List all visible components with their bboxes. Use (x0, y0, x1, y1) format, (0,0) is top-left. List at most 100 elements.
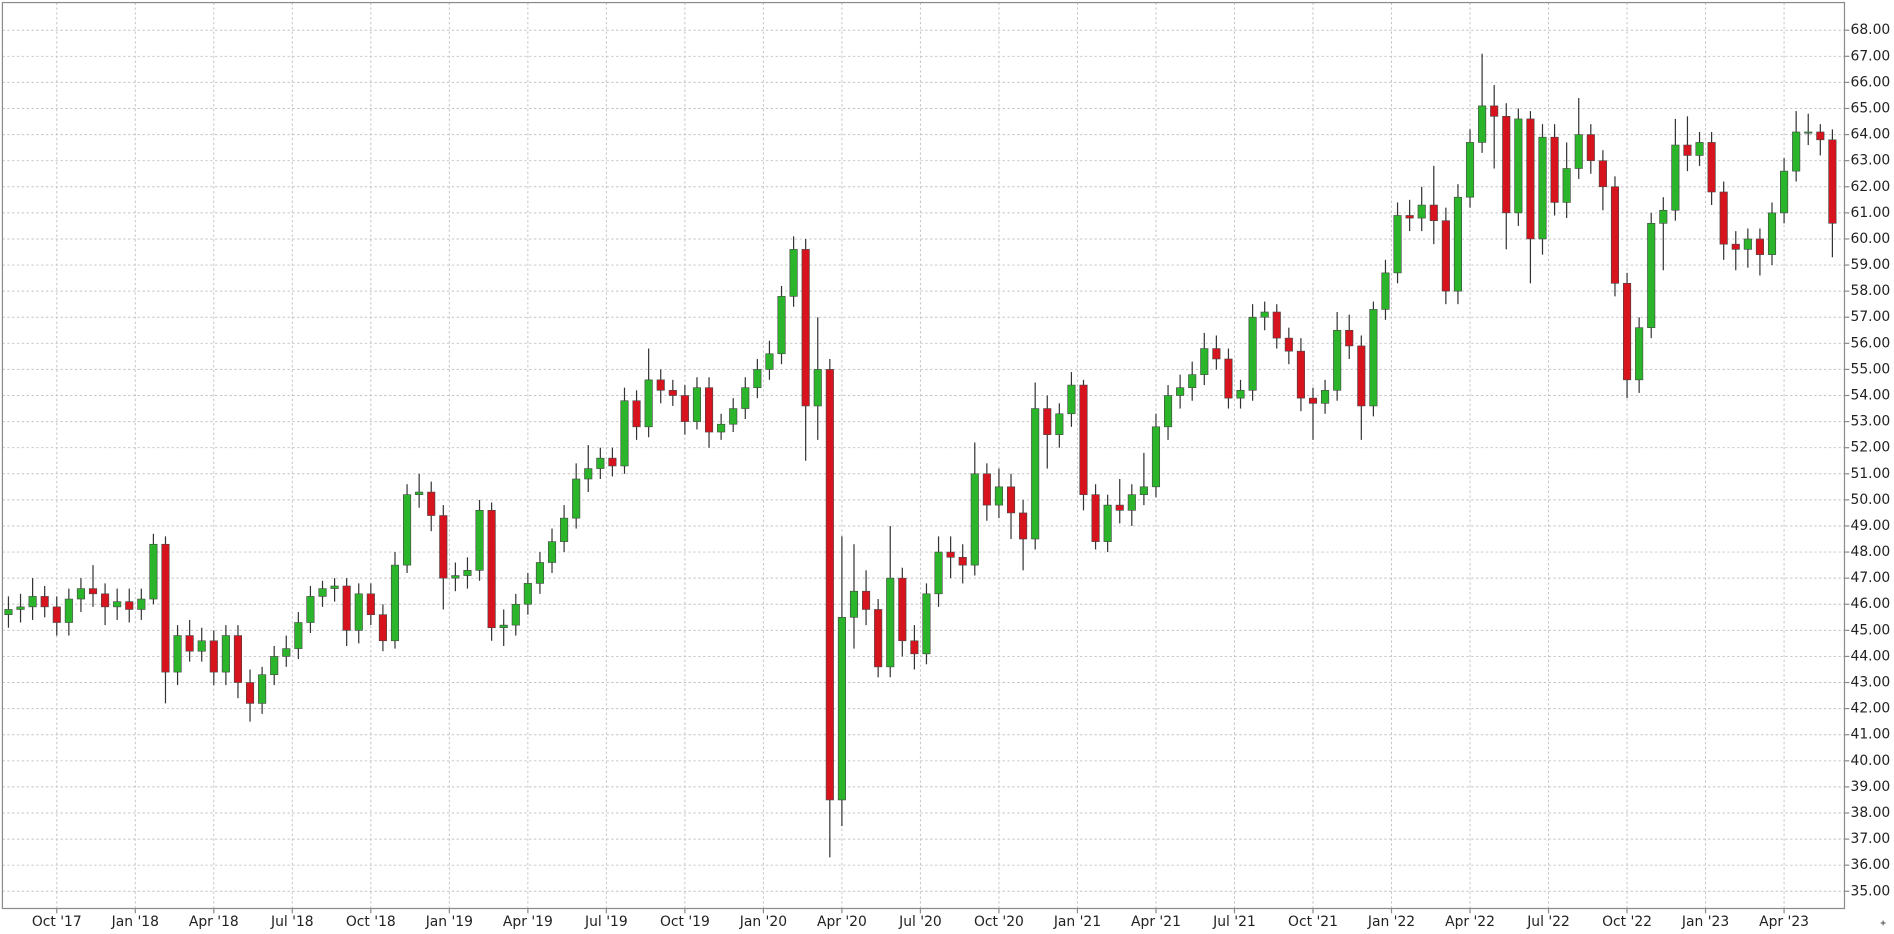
candle-body (1672, 145, 1679, 210)
candle-body (1515, 119, 1522, 213)
candle-body (1527, 119, 1534, 239)
y-tick-label: 50.00 (1851, 492, 1891, 508)
candle-body (1333, 330, 1340, 390)
candle-body (524, 583, 531, 604)
candle-body (295, 623, 302, 649)
candle-body (1792, 132, 1799, 171)
candle-body (1188, 375, 1195, 388)
candle-body (1744, 239, 1751, 249)
x-tick-label: Oct '19 (660, 914, 710, 930)
x-tick-label: Apr '20 (817, 914, 867, 930)
candle-body (89, 589, 96, 594)
candle-body (1454, 197, 1461, 291)
candle-body (1635, 328, 1642, 380)
candle-body (101, 594, 108, 607)
x-tick-label: Jul '19 (584, 914, 628, 930)
y-tick-label: 43.00 (1851, 675, 1891, 691)
candle-body (1418, 205, 1425, 218)
candle-body (1285, 338, 1292, 351)
x-tick-label: Jan '23 (1681, 914, 1729, 930)
candle-body (1345, 330, 1352, 346)
candle-body (1321, 390, 1328, 403)
y-tick-label: 62.00 (1851, 179, 1891, 195)
y-tick-label: 60.00 (1851, 231, 1891, 247)
candle-body (126, 602, 133, 610)
candle-body (1237, 390, 1244, 398)
candle-body (162, 544, 169, 672)
y-tick-label: 48.00 (1851, 544, 1891, 560)
candle-body (560, 518, 567, 541)
candle-body (742, 388, 749, 409)
y-tick-label: 57.00 (1851, 309, 1891, 325)
y-tick-label: 47.00 (1851, 570, 1891, 586)
candle-body (911, 641, 918, 654)
candle-body (862, 591, 869, 609)
y-tick-label: 67.00 (1851, 48, 1891, 64)
candle-body (1829, 140, 1836, 223)
candle-body (1817, 132, 1824, 140)
candle-body (959, 557, 966, 565)
candle-body (464, 570, 471, 575)
candle-body (1587, 135, 1594, 161)
candle-body (1756, 239, 1763, 255)
x-tick-label: Jul '22 (1526, 914, 1570, 930)
candle-body (391, 565, 398, 641)
candle-body (1503, 116, 1510, 213)
candle-body (1044, 409, 1051, 435)
x-tick-label: Oct '20 (974, 914, 1024, 930)
candle-body (971, 474, 978, 565)
x-tick-label: Jan '19 (425, 914, 473, 930)
candle-body (307, 596, 314, 622)
candle-body (1490, 106, 1497, 116)
y-tick-label: 35.00 (1851, 883, 1891, 899)
candle-body (1164, 396, 1171, 427)
candle-body (1551, 137, 1558, 202)
candle-body (1708, 142, 1715, 192)
candle-body (705, 388, 712, 432)
candle-body (766, 354, 773, 370)
x-tick-label: Apr '21 (1131, 914, 1181, 930)
candle-body (222, 636, 229, 673)
candle-body (1092, 495, 1099, 542)
candle-body (1031, 409, 1038, 539)
candle-body (138, 599, 145, 609)
candle-body (1309, 398, 1316, 403)
y-tick-label: 38.00 (1851, 805, 1891, 821)
candle-body (5, 609, 12, 614)
x-tick-label: Jan '20 (739, 914, 787, 930)
y-tick-label: 68.00 (1851, 22, 1891, 38)
candle-body (1068, 385, 1075, 414)
x-tick-label: Apr '23 (1759, 914, 1809, 930)
candle-body (585, 469, 592, 479)
x-tick-label: Jul '21 (1212, 914, 1256, 930)
candle-body (1623, 283, 1630, 380)
candle-body (512, 604, 519, 625)
y-tick-label: 40.00 (1851, 753, 1891, 769)
candle-body (947, 552, 954, 557)
candle-body (331, 586, 338, 589)
y-tick-label: 65.00 (1851, 100, 1891, 116)
candle-body (1696, 142, 1703, 155)
x-tick-label: Jan '22 (1367, 914, 1415, 930)
y-tick-label: 51.00 (1851, 466, 1891, 482)
x-tick-label: Oct '22 (1602, 914, 1652, 930)
y-tick-label: 42.00 (1851, 701, 1891, 717)
candle-body (717, 424, 724, 432)
candle-body (838, 617, 845, 800)
candle-body (1019, 513, 1026, 539)
y-tick-label: 37.00 (1851, 831, 1891, 847)
y-tick-label: 45.00 (1851, 622, 1891, 638)
candle-body (1382, 273, 1389, 310)
x-tick-label: Jul '20 (898, 914, 942, 930)
x-tick-label: Apr '18 (189, 914, 239, 930)
candle-body (850, 591, 857, 617)
candle-body (814, 369, 821, 406)
candle-body (1780, 171, 1787, 213)
candle-body (270, 656, 277, 674)
candle-body (802, 249, 809, 406)
candle-body (1104, 505, 1111, 542)
candle-body (983, 474, 990, 505)
candle-body (826, 369, 833, 800)
candle-body (77, 589, 84, 599)
y-tick-label: 59.00 (1851, 257, 1891, 273)
